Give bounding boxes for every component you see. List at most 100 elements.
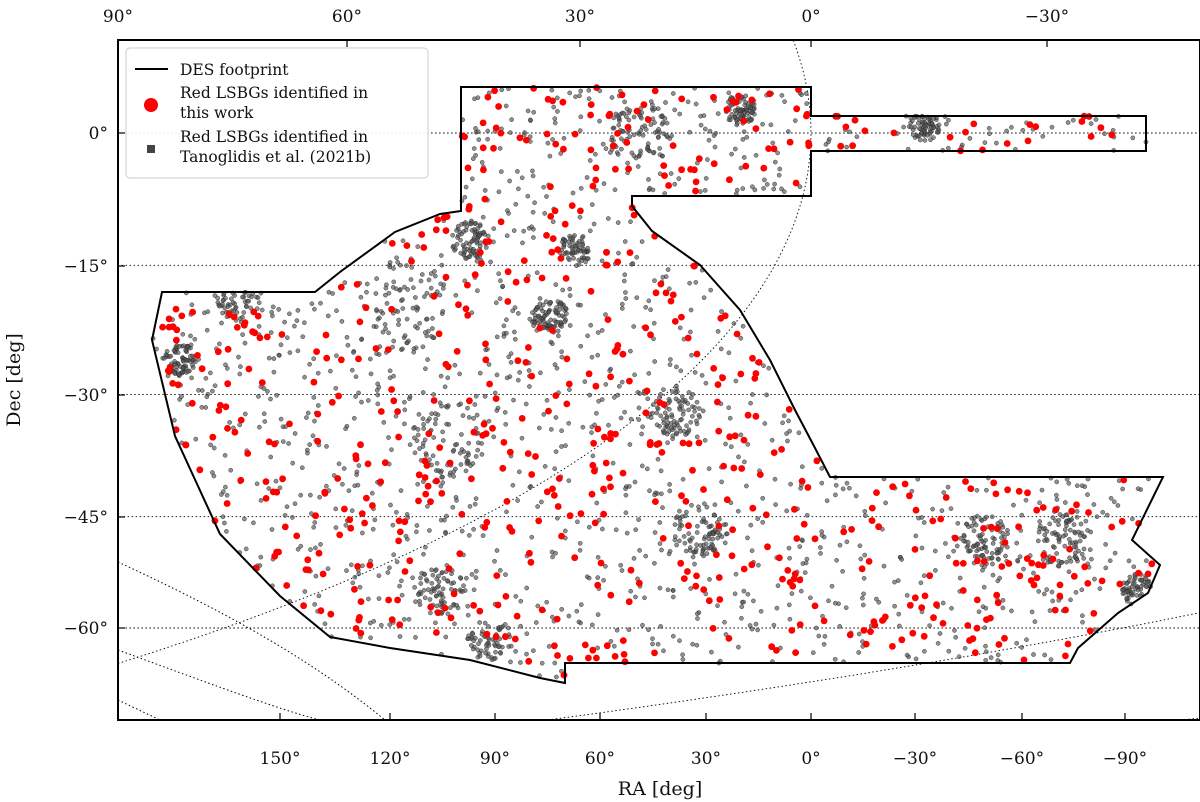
tanoglidis-point xyxy=(493,649,498,655)
tanoglidis-point xyxy=(1074,509,1080,514)
tanoglidis-point xyxy=(712,546,717,552)
this-work-point xyxy=(1005,560,1013,567)
tanoglidis-point xyxy=(577,541,583,546)
tanoglidis-point xyxy=(521,228,527,234)
this-work-point xyxy=(516,134,524,142)
tanoglidis-point xyxy=(433,620,438,626)
this-work-point xyxy=(726,176,733,184)
legend-box xyxy=(125,47,429,179)
tanoglidis-point xyxy=(819,529,825,534)
tanoglidis-point xyxy=(465,603,471,609)
tanoglidis-point xyxy=(698,122,704,128)
this-work-point xyxy=(998,563,1006,570)
tanoglidis-point xyxy=(240,332,245,337)
this-work-point xyxy=(470,428,478,436)
tanoglidis-point xyxy=(534,306,539,312)
tanoglidis-point xyxy=(671,633,676,639)
this-work-point xyxy=(430,397,438,404)
tanoglidis-point xyxy=(599,328,605,333)
tanoglidis-point xyxy=(578,114,584,120)
tanoglidis-point xyxy=(987,131,992,136)
tanoglidis-point xyxy=(654,410,660,416)
tanoglidis-point xyxy=(638,114,643,119)
tanoglidis-point xyxy=(648,307,653,313)
tanoglidis-point xyxy=(623,290,628,295)
this-work-point xyxy=(592,164,600,172)
tanoglidis-point xyxy=(676,176,682,181)
tanoglidis-point xyxy=(694,530,700,535)
tanoglidis-point xyxy=(1080,613,1085,619)
tanoglidis-point xyxy=(672,537,678,543)
tanoglidis-point xyxy=(832,657,838,662)
tanoglidis-point xyxy=(760,520,766,525)
tanoglidis-point xyxy=(217,341,222,347)
tanoglidis-point xyxy=(483,650,488,656)
tanoglidis-point xyxy=(523,401,529,407)
tanoglidis-point xyxy=(560,239,565,245)
tanoglidis-point xyxy=(466,415,472,420)
tanoglidis-point xyxy=(284,335,290,341)
tanoglidis-point xyxy=(501,334,507,339)
tanoglidis-point xyxy=(611,115,617,121)
this-work-point xyxy=(1024,489,1031,497)
tanoglidis-point xyxy=(736,644,741,650)
tanoglidis-point xyxy=(322,621,328,627)
tanoglidis-point xyxy=(668,171,674,176)
tanoglidis-point xyxy=(1032,619,1038,624)
tanoglidis-point xyxy=(734,187,740,193)
tanoglidis-point xyxy=(695,523,700,529)
this-work-point xyxy=(647,331,654,339)
tanoglidis-point xyxy=(606,422,611,428)
legend-black-label-line1: Red LSBGs identified in xyxy=(180,128,368,146)
tanoglidis-point xyxy=(662,191,668,196)
tanoglidis-point xyxy=(504,317,509,323)
this-work-point xyxy=(625,165,632,173)
tanoglidis-point xyxy=(407,442,413,448)
this-work-point xyxy=(553,615,561,623)
this-work-point xyxy=(602,261,610,269)
tanoglidis-point xyxy=(933,548,938,554)
this-work-point xyxy=(723,106,731,114)
tanoglidis-point xyxy=(394,255,399,261)
tanoglidis-point xyxy=(937,631,943,636)
tanoglidis-point xyxy=(1056,522,1061,528)
tanoglidis-point xyxy=(567,243,573,249)
this-work-point xyxy=(525,344,532,351)
this-work-point xyxy=(728,552,736,560)
this-work-point xyxy=(244,450,252,457)
this-work-point xyxy=(849,142,856,150)
this-work-point xyxy=(165,315,173,323)
tanoglidis-point xyxy=(350,580,356,586)
legend-black-swatch xyxy=(147,145,155,153)
this-work-point xyxy=(700,486,707,493)
this-work-point xyxy=(544,95,552,103)
tanoglidis-point xyxy=(444,513,449,519)
tanoglidis-point xyxy=(575,519,580,525)
tanoglidis-point xyxy=(704,504,710,510)
tanoglidis-point xyxy=(356,571,362,577)
tanoglidis-point xyxy=(440,438,446,443)
this-work-point xyxy=(614,258,622,266)
tanoglidis-point xyxy=(578,620,583,626)
tanoglidis-point xyxy=(427,416,432,422)
this-work-point xyxy=(464,164,472,172)
tanoglidis-point xyxy=(431,392,436,397)
this-work-point xyxy=(323,354,331,362)
tanoglidis-point xyxy=(686,390,692,395)
tanoglidis-point xyxy=(477,233,483,238)
tanoglidis-point xyxy=(633,527,639,533)
this-work-point xyxy=(875,523,882,531)
tanoglidis-point xyxy=(538,370,543,376)
tanoglidis-point xyxy=(793,118,798,123)
tanoglidis-point xyxy=(654,422,660,428)
tanoglidis-point xyxy=(415,325,420,331)
tanoglidis-point xyxy=(843,605,849,611)
tanoglidis-point xyxy=(535,504,540,509)
tanoglidis-point xyxy=(1061,533,1066,539)
this-work-point xyxy=(770,449,778,456)
this-work-point xyxy=(1039,504,1047,511)
tanoglidis-point xyxy=(829,583,835,589)
this-work-point xyxy=(549,235,557,243)
tanoglidis-point xyxy=(511,397,516,403)
ra-top-tick-label: 90° xyxy=(103,7,133,27)
